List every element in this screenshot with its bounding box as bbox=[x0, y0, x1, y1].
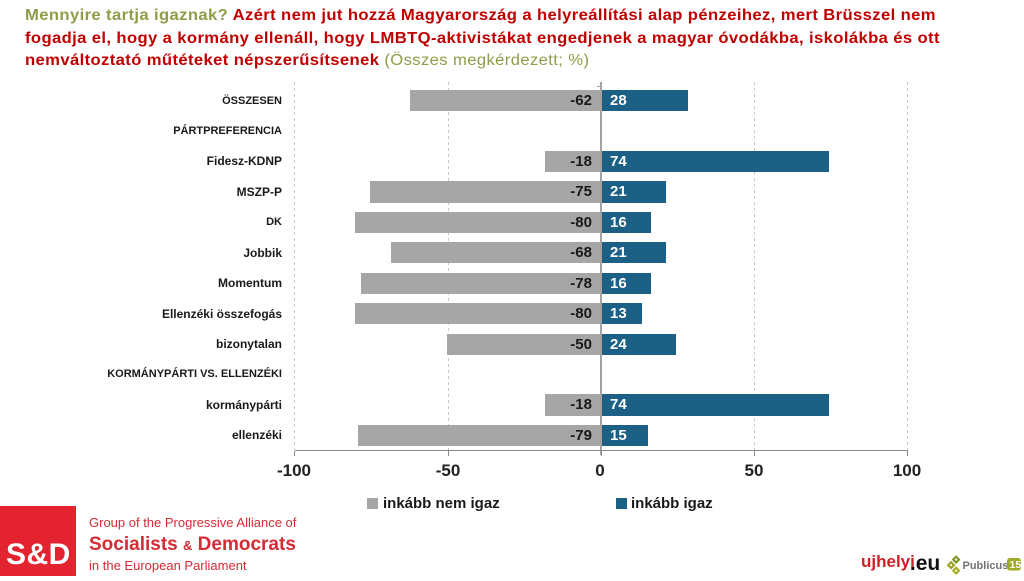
svg-text:Publicus: Publicus bbox=[963, 560, 1009, 572]
svg-text:15: 15 bbox=[1010, 559, 1022, 571]
